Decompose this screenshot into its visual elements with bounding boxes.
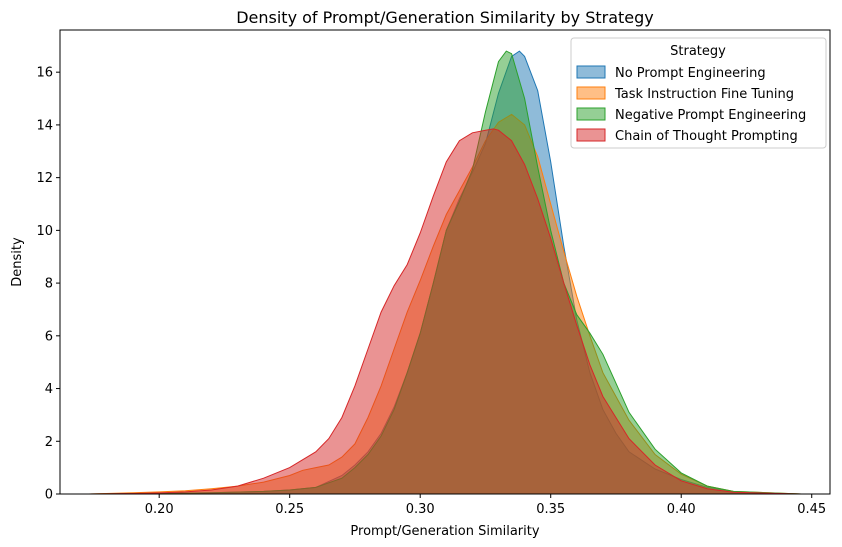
legend-label-4: Chain of Thought Prompting — [615, 129, 798, 144]
series-line-4 — [88, 128, 802, 495]
x-tick-label: 0.30 — [406, 502, 435, 517]
x-tick-label: 0.45 — [797, 502, 826, 517]
y-tick-label: 12 — [36, 171, 53, 186]
legend-title: Strategy — [670, 44, 726, 59]
x-tick-label: 0.35 — [536, 502, 565, 517]
x-tick-label: 0.40 — [667, 502, 696, 517]
axes-frame — [59, 29, 831, 495]
legend: Strategy No Prompt Engineering Task Instr… — [570, 37, 827, 149]
series-area-4 — [88, 128, 802, 494]
x-tick-label: 0.25 — [275, 502, 304, 517]
y-tick-label: 2 — [45, 435, 53, 450]
legend-label-3: Negative Prompt Engineering — [615, 108, 806, 123]
chart-title: Density of Prompt/Generation Similarity … — [236, 8, 654, 27]
plot-area — [59, 29, 831, 495]
legend-swatch-3 — [576, 107, 606, 121]
y-tick-label: 16 — [36, 66, 53, 81]
y-axis-label: Density — [10, 237, 25, 287]
y-tick-label: 6 — [45, 329, 53, 344]
series-layer — [88, 50, 802, 495]
y-tick-label: 10 — [36, 224, 53, 239]
y-tick-label: 4 — [45, 382, 53, 397]
x-tick-label: 0.20 — [145, 502, 174, 517]
y-tick-label: 0 — [45, 488, 53, 503]
x-axis-ticks: 0.20 0.25 0.30 0.35 0.40 0.45 — [145, 494, 826, 517]
legend-label-1: No Prompt Engineering — [615, 66, 766, 81]
legend-swatch-2 — [576, 86, 606, 100]
y-tick-label: 14 — [36, 118, 53, 133]
legend-items: No Prompt Engineering Task Instruction Fi… — [576, 65, 806, 144]
y-axis-ticks: 0 2 4 6 8 10 12 14 16 — [36, 66, 60, 503]
legend-swatch-1 — [576, 65, 606, 79]
legend-swatch-4 — [576, 128, 606, 142]
y-tick-label: 8 — [45, 277, 53, 292]
legend-box — [570, 37, 827, 149]
x-axis-label: Prompt/Generation Similarity — [350, 524, 539, 539]
legend-label-2: Task Instruction Fine Tuning — [614, 87, 794, 102]
